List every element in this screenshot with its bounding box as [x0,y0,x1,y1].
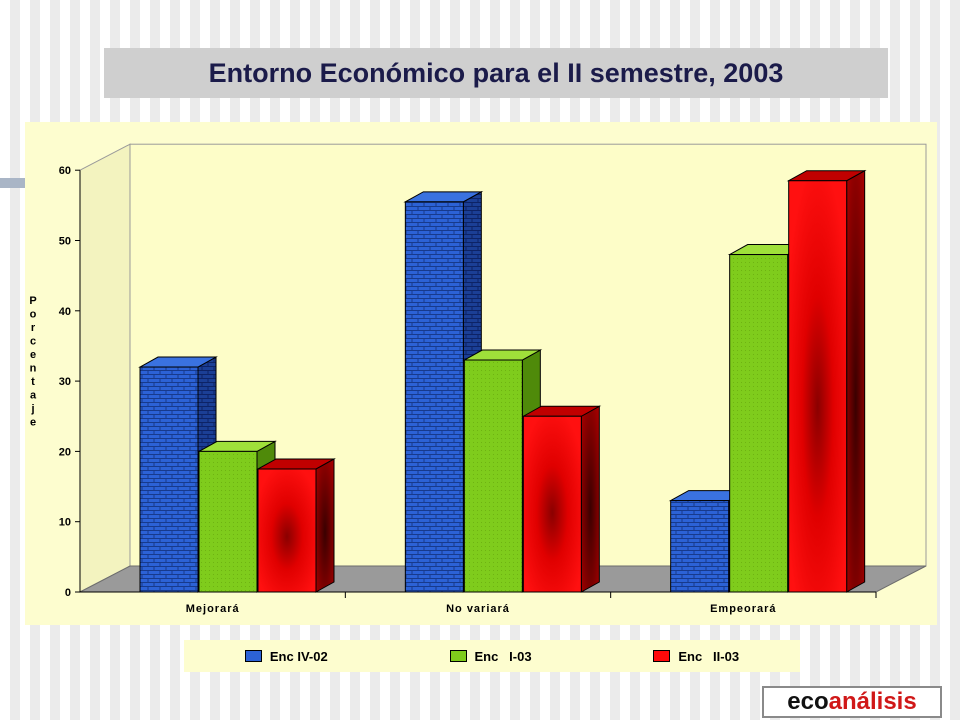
y-axis-label-letter: e [30,349,36,361]
bar-empeorara-enc-ii-03 [788,180,848,593]
bar-no-variara-enc-ii-03-side [580,405,600,593]
y-axis-label-letter: r [31,322,36,334]
y-tick-label: 60 [59,165,71,177]
y-tick-label: 50 [59,236,71,248]
logo-part-analisis: análisis [828,688,917,715]
bar-mejorara-enc-iv-02 [139,366,199,593]
y-axis-label-letter: a [30,390,37,402]
y-axis-label-letter: P [29,295,36,307]
chart-legend: Enc IV-02 Enc I-03 Enc II-03 [184,640,800,672]
legend-item: Enc II-03 [653,649,739,664]
bar-no-variara-enc-ii-03 [522,415,582,593]
bar-mejorara-enc-i-03 [198,450,258,593]
bar-empeorara-enc-iv-02 [670,500,730,593]
y-tick-label: 0 [65,587,71,599]
y-tick-label: 10 [59,517,71,529]
legend-swatch [244,650,262,662]
legend-swatch [653,650,671,662]
legend-swatch [449,650,467,662]
bar-empeorara-enc-ii-03-side [846,169,866,593]
x-category-label: No variará [446,603,510,615]
y-axis-label-letter: j [30,403,34,415]
y-axis-label-letter: o [30,309,37,321]
bar-empeorara-enc-i-03 [729,254,789,593]
ecoanalisis-logo: eco análisis [762,686,942,718]
legend-label: Enc IV-02 [269,648,328,664]
bar-mejorara-enc-ii-03-side [315,458,335,593]
bar-mejorara-enc-ii-03 [257,468,317,593]
legend-item: Enc IV-02 [244,648,328,664]
x-category-label: Mejorará [186,603,240,615]
y-axis-label-letter: t [31,376,35,388]
y-axis-label-letter: c [30,336,36,348]
x-category-label: Empeorará [710,603,776,615]
chart-title: Entorno Económico para el II semestre, 2… [208,57,784,88]
y-tick-label: 20 [59,446,71,458]
legend-label: Enc II-03 [678,648,740,664]
legend-item: Enc I-03 [449,648,532,664]
legend-label: Enc I-03 [474,648,532,664]
chart-side-wall [79,143,131,593]
y-tick-label: 40 [59,306,71,318]
title-banner: Entorno Económico para el II semestre, 2… [104,48,888,98]
y-axis-label-letter: e [30,417,36,429]
bar-no-variara-enc-i-03 [463,359,523,593]
y-tick-label: 30 [59,376,71,388]
logo-part-eco: eco [787,688,829,715]
y-axis-label-letter: n [30,363,37,375]
bar-no-variara-enc-iv-02 [404,201,464,593]
left-accent-bar [0,178,40,188]
